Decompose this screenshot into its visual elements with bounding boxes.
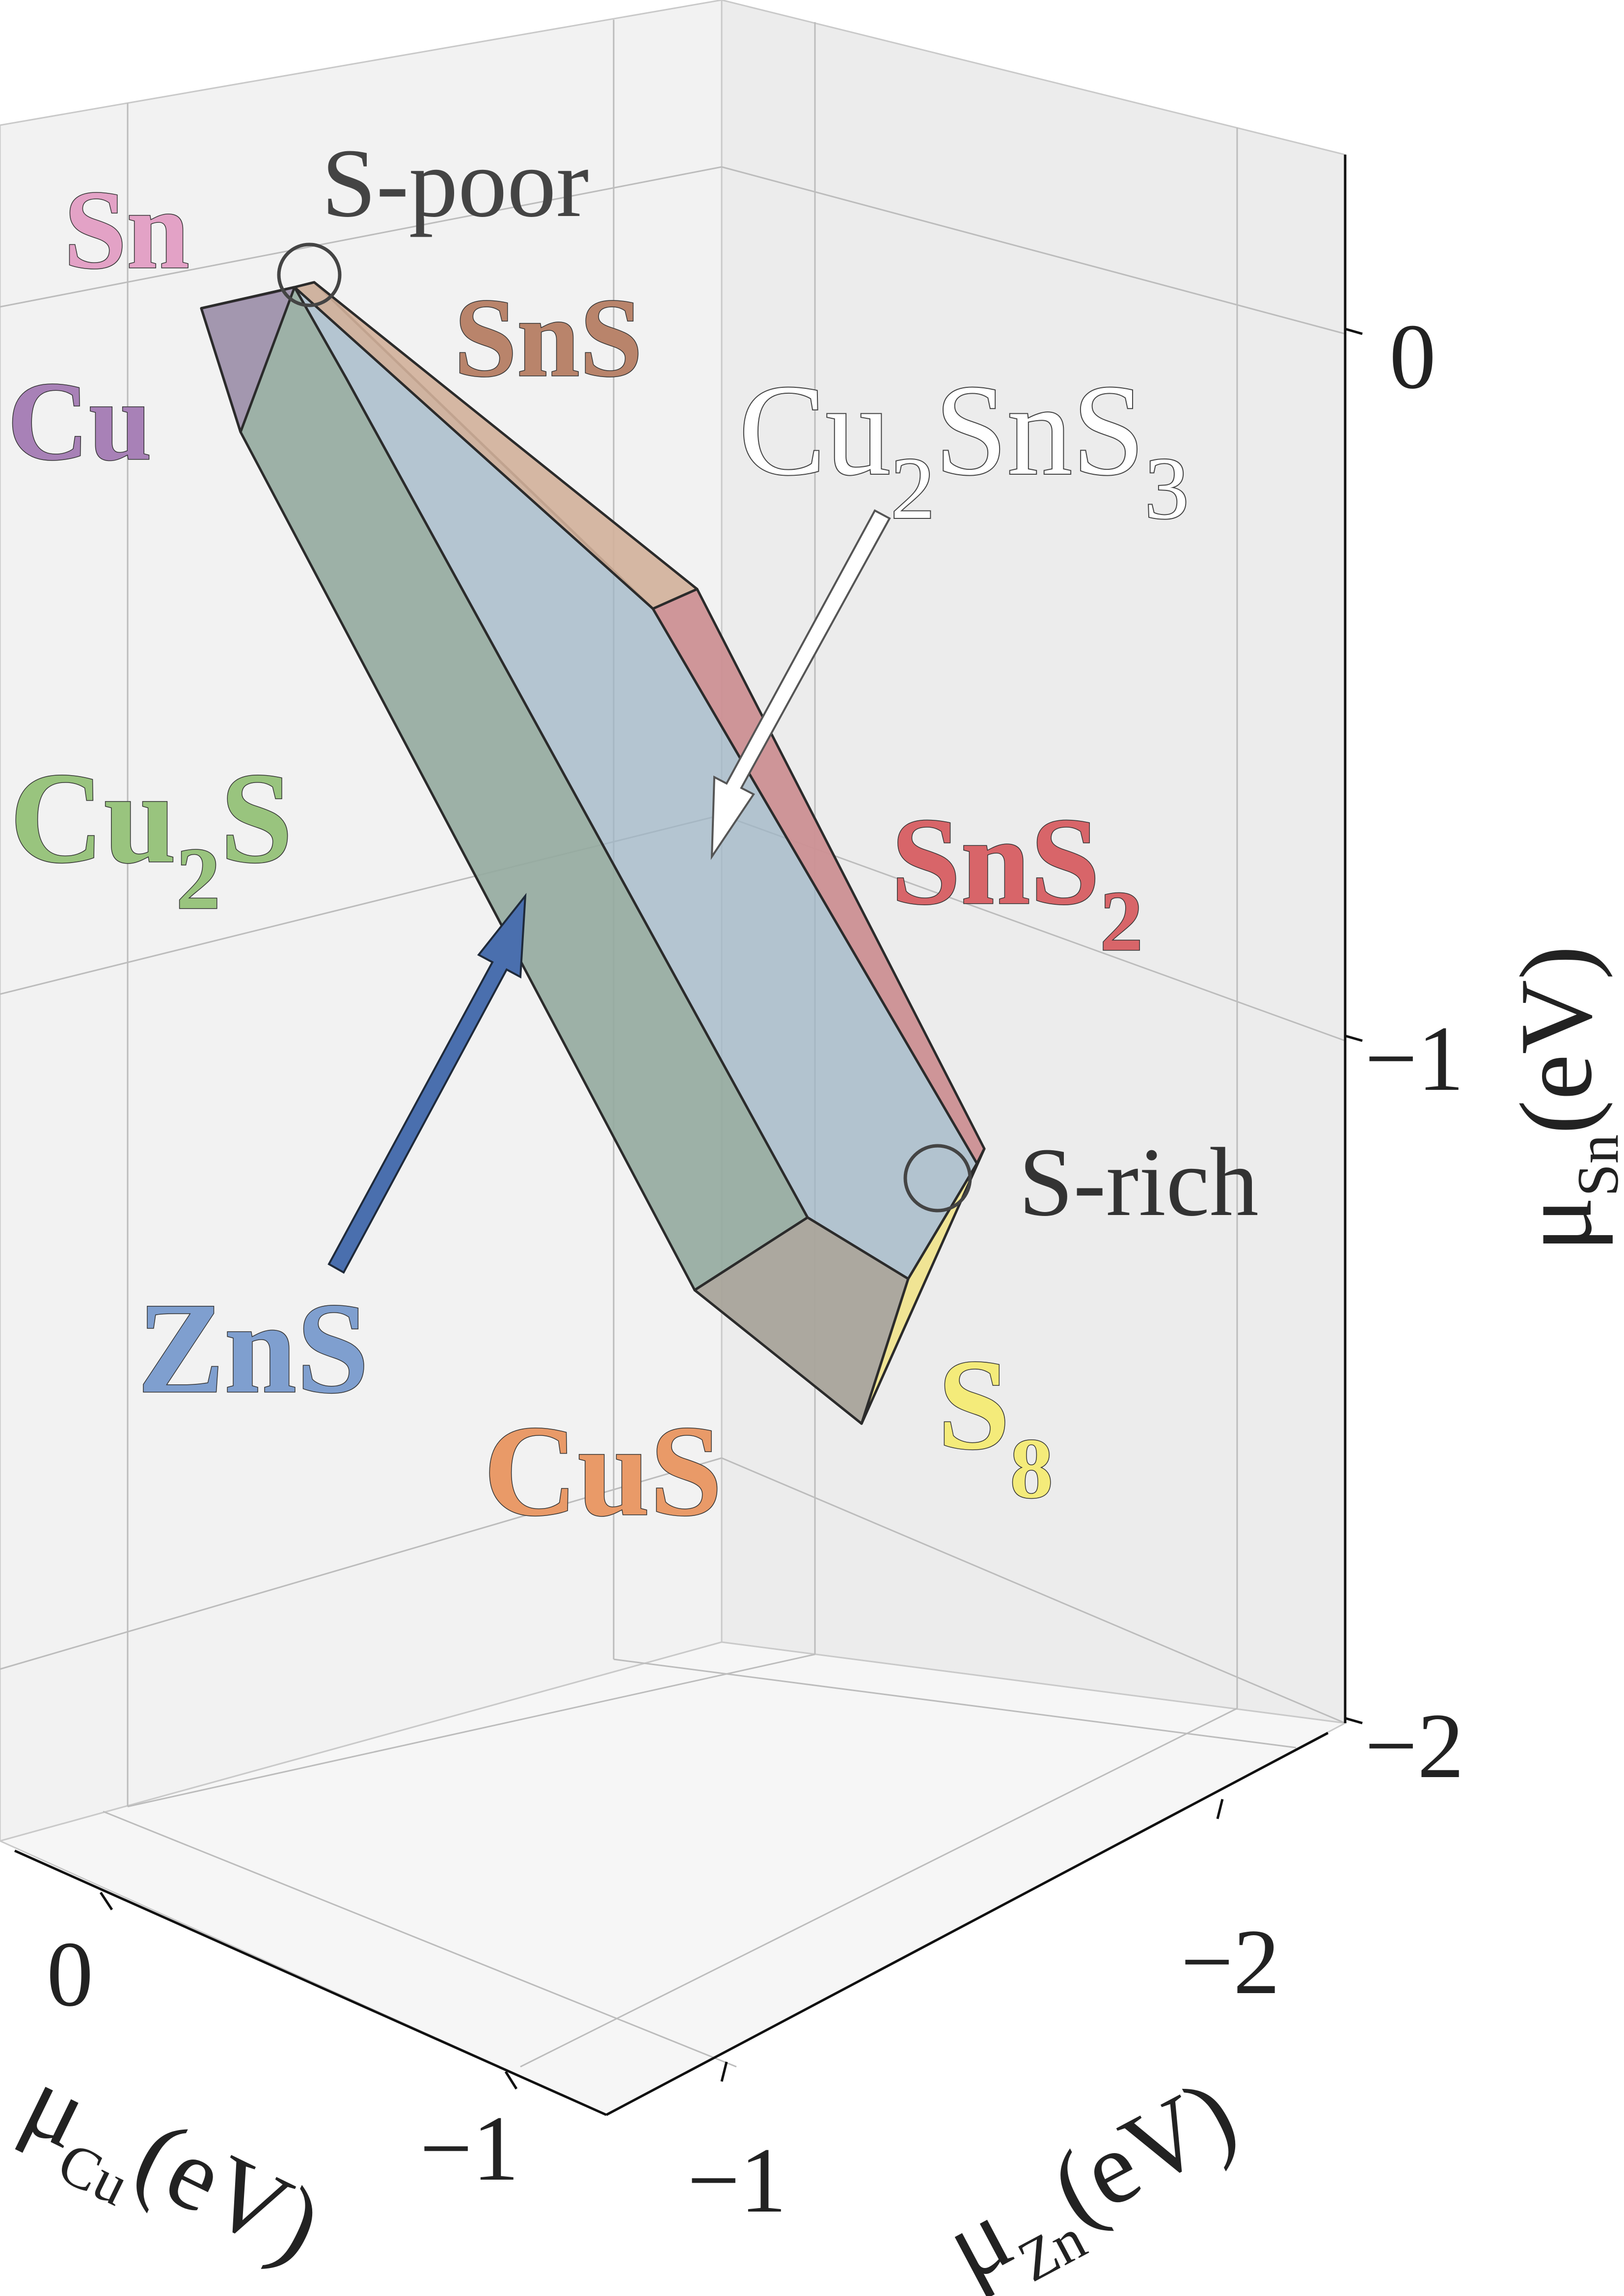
zns-arrow [327, 892, 527, 1274]
s-poor-label: S-poor [322, 129, 589, 238]
label-s8: S8 [938, 1333, 1053, 1516]
svg-text:μSn(eV): μSn(eV) [1499, 945, 1624, 1252]
y-axis-ticks: −1 −2 [687, 1911, 1280, 2232]
tick-mark [99, 1891, 113, 1911]
z-axis-sub: Sn [1565, 1134, 1624, 1197]
zns-arrow-shape [327, 892, 527, 1274]
s-rich-label: S-rich [1019, 1128, 1259, 1237]
z-tick-label: −1 [1365, 1007, 1464, 1110]
x-tick-label: 0 [47, 1923, 93, 2026]
label-sns2: SnS2 [891, 792, 1143, 969]
x-axis-title: μCu(eV) [0, 2044, 339, 2296]
svg-text:μZn(eV): μZn(eV) [927, 2057, 1263, 2296]
gridline [103, 1810, 737, 2068]
tick-mark [1345, 327, 1363, 335]
z-tick-label: −2 [1365, 1695, 1464, 1798]
label-sn: Sn [64, 167, 189, 292]
stability-polyhedron [200, 281, 986, 1425]
z-axis-unit: (eV) [1499, 945, 1613, 1134]
tick-mark [1345, 1717, 1363, 1725]
tick-mark [720, 2061, 728, 2082]
z-axis-ticks: 0 −1 −2 [1365, 305, 1464, 1798]
y-axis-line [605, 1731, 1329, 2116]
y-tick-label: −2 [1181, 1911, 1280, 2014]
z-axis-title: μSn(eV) [1499, 945, 1624, 1252]
phase-labels: Sn Cu SnS Cu2SnS3 Cu2S SnS2 ZnS CuS S8 [7, 166, 1190, 1544]
svg-text:μCu(eV): μCu(eV) [0, 2044, 338, 2296]
gridline [127, 1653, 815, 1808]
s-rich-marker [903, 1144, 972, 1213]
gridline [520, 1707, 1238, 2068]
label-sns: SnS [454, 275, 643, 400]
cu2sns3-arrow-shape [710, 509, 891, 860]
label-zns: ZnS [137, 1276, 369, 1420]
y-axis-title: μZn(eV) [927, 2057, 1263, 2296]
y-tick-label: −1 [687, 2129, 786, 2232]
axes-box [0, 0, 1363, 2116]
z-axis-symbol: μ [1499, 1196, 1613, 1252]
label-cu2sns3: Cu2SnS3 [739, 358, 1189, 537]
gridline [721, 1457, 1346, 1724]
x-axis-unit: (eV) [119, 2098, 338, 2283]
gridline [613, 1658, 1297, 1749]
z-tick-label: 0 [1389, 305, 1436, 408]
label-cus: CuS [484, 1399, 722, 1543]
x-tick-label: −1 [420, 2097, 519, 2200]
face-s8 [860, 1147, 986, 1425]
x-axis-line [14, 1849, 607, 2116]
face-cu [200, 286, 296, 433]
gridline [0, 1457, 722, 1670]
tick-mark [1216, 1799, 1224, 1819]
cu2sns3-arrow [710, 509, 891, 860]
label-cu: Cu [7, 358, 152, 484]
tick-mark [1345, 1034, 1363, 1042]
x-axis-ticks: 0 −1 [47, 1923, 519, 2200]
gridline [721, 166, 1346, 335]
tick-mark [504, 2071, 518, 2090]
label-cu2s: Cu2S [10, 746, 293, 927]
s-poor-marker [277, 243, 342, 307]
gridline [0, 166, 722, 308]
